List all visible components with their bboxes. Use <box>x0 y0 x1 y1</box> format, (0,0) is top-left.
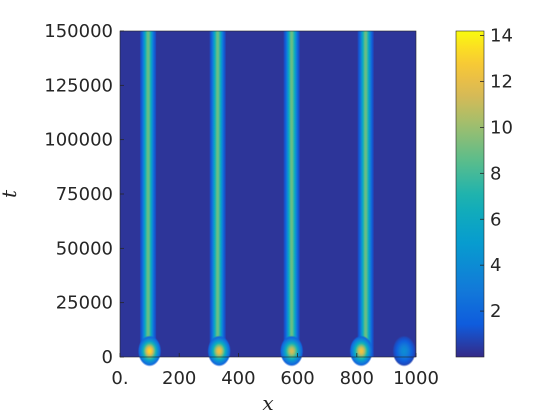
transient-peak-2 <box>207 335 231 367</box>
colorbar-tick-label: 10 <box>490 117 513 138</box>
transient-peak-5 <box>392 335 416 367</box>
heatmap-plot <box>119 30 417 367</box>
x-axis-ticks: 0. 200 400 600 800 1000 <box>111 353 439 389</box>
colorbar: 2 4 6 8 10 12 14 <box>455 26 513 358</box>
x-tick-label: 0. <box>111 368 128 389</box>
heatmap-stripe-2 <box>209 31 226 357</box>
heatmap-stripe-4 <box>357 31 374 357</box>
y-tick-label: 50000 <box>56 238 113 259</box>
x-tick-label: 400 <box>221 368 255 389</box>
y-tick-label: 150000 <box>44 21 113 42</box>
transient-peak-3 <box>279 335 304 367</box>
y-tick-label: 100000 <box>44 130 113 151</box>
colorbar-tick-label: 14 <box>490 26 513 47</box>
heatmap-stripe-1 <box>139 31 157 357</box>
x-tick-label: 1000 <box>393 368 439 389</box>
y-tick-label: 0 <box>102 347 113 368</box>
colorbar-tick-label: 4 <box>490 255 501 276</box>
x-tick-label: 800 <box>340 368 374 389</box>
y-axis-label: t <box>0 189 21 198</box>
y-tick-label: 25000 <box>56 293 113 314</box>
y-tick-label: 125000 <box>44 75 113 96</box>
transient-peak-1 <box>137 335 162 367</box>
transient-peak-4 <box>349 335 374 367</box>
y-axis-ticks: 0 25000 50000 75000 100000 125000 150000 <box>44 21 124 368</box>
x-tick-label: 200 <box>162 368 196 389</box>
colorbar-gradient <box>455 30 485 358</box>
colorbar-tick-label: 12 <box>490 72 513 93</box>
y-tick-label: 75000 <box>56 184 113 205</box>
heatmap-stripe-3 <box>283 31 300 357</box>
x-tick-label: 600 <box>280 368 314 389</box>
x-axis-label: x <box>262 391 273 415</box>
colorbar-tick-label: 6 <box>490 209 501 230</box>
colorbar-tick-label: 8 <box>490 163 501 184</box>
colorbar-tick-label: 2 <box>490 301 501 322</box>
